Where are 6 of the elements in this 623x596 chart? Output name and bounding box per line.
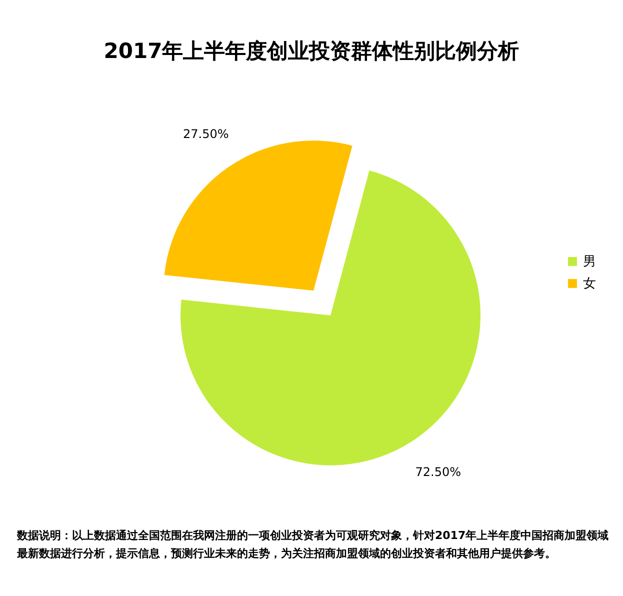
legend-label: 男 [583,254,596,270]
chart-title: 2017年上半年度创业投资群体性别比例分析 [104,39,520,63]
text: 数据说明：以上数据通过全国范围在我网注册的一项创业投资者为可观研究对象，针对2017年上半年度中国招商加盟领域最新数据进行分析，提示信息，预测行业未来的走势，为关注招商加盟领域的创业投资者和其他用户提供参考。 [17,528,610,562]
legend-label: 女 [583,276,596,292]
data-label: 27.50% [183,127,229,142]
data-label: 72.50% [415,464,461,479]
